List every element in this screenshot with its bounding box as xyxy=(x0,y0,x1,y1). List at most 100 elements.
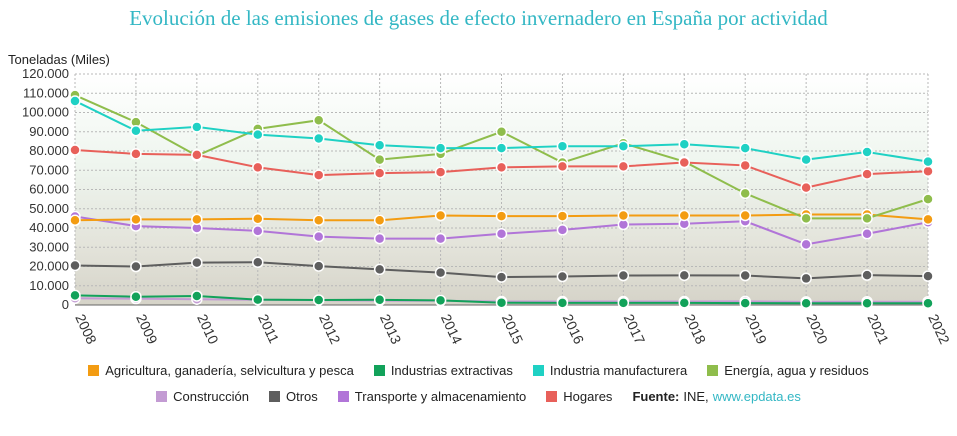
series-hogares xyxy=(69,144,934,194)
data-point xyxy=(312,169,325,181)
data-point xyxy=(434,294,447,307)
data-point xyxy=(191,213,203,226)
series-agricultura-ganader-a-selvicultura-y-pesca xyxy=(69,208,934,227)
legend-item[interactable]: Construcción xyxy=(156,389,249,404)
data-point xyxy=(434,142,447,154)
data-point xyxy=(861,168,873,180)
data-point xyxy=(373,232,386,245)
legend-swatch xyxy=(546,391,558,402)
data-point xyxy=(495,228,508,240)
legend-item[interactable]: Transporte y almacenamiento xyxy=(337,389,527,404)
y-tick-label: 10.000 xyxy=(29,278,69,293)
legend-swatch xyxy=(269,391,280,402)
data-point xyxy=(617,269,630,282)
legend-item[interactable]: Hogares xyxy=(546,389,612,404)
data-point xyxy=(252,128,264,141)
data-point xyxy=(191,290,203,302)
legend-label: Transporte y almacenamiento xyxy=(354,389,527,404)
data-point xyxy=(922,297,934,310)
data-point xyxy=(312,294,325,306)
data-point xyxy=(312,230,325,243)
data-point xyxy=(739,209,751,222)
chart-title: Evolución de las emisiones de gases de e… xyxy=(129,6,828,30)
data-point xyxy=(739,187,751,200)
data-point xyxy=(69,95,81,107)
legend-item[interactable]: Industrias extractivas xyxy=(373,363,513,378)
x-tick-label: 2009 xyxy=(133,312,161,347)
data-point xyxy=(678,297,691,309)
legend-swatch xyxy=(156,391,168,402)
data-point xyxy=(252,225,264,237)
data-point xyxy=(373,214,386,227)
data-point xyxy=(373,139,386,151)
data-point xyxy=(861,146,873,158)
data-point xyxy=(252,293,264,306)
data-point xyxy=(922,213,934,226)
data-point xyxy=(678,156,691,169)
legend-item[interactable]: Agricultura, ganadería, selvicultura y p… xyxy=(88,363,354,378)
data-point xyxy=(312,214,325,227)
data-point xyxy=(861,269,873,281)
legend-label: Energía, agua y residuos xyxy=(724,363,869,378)
data-point xyxy=(800,153,812,166)
data-point xyxy=(556,297,569,309)
x-tick-label: 2022 xyxy=(925,312,953,347)
data-point xyxy=(434,266,447,279)
data-point xyxy=(617,297,630,309)
line-chart: 0 10.000 20.000 30.000 40.000 50.000 60.000 70.… xyxy=(22,66,953,347)
data-point xyxy=(130,213,142,226)
data-point xyxy=(130,290,142,303)
legend-item[interactable]: Industria manufacturera xyxy=(532,363,687,378)
data-point xyxy=(191,121,203,133)
data-point xyxy=(800,238,812,251)
data-point xyxy=(312,132,325,145)
data-point xyxy=(739,142,751,154)
y-tick-label: 40.000 xyxy=(29,220,69,235)
data-point xyxy=(434,209,447,222)
legend-item[interactable]: Otros xyxy=(269,389,318,404)
x-tick-label: 2014 xyxy=(438,312,466,347)
data-point xyxy=(739,269,751,282)
y-axis: 0 10.000 20.000 30.000 40.000 50.000 60.000 70.… xyxy=(22,66,69,312)
data-point xyxy=(495,126,508,138)
data-point xyxy=(617,209,630,222)
data-point xyxy=(861,212,873,225)
data-point xyxy=(800,212,812,225)
x-tick-label: 2010 xyxy=(194,312,222,347)
y-tick-label: 30.000 xyxy=(29,239,69,254)
data-point xyxy=(678,138,691,151)
x-tick-label: 2012 xyxy=(316,312,344,347)
data-point xyxy=(69,214,81,227)
data-point xyxy=(434,232,447,245)
x-tick-label: 2011 xyxy=(255,312,282,346)
data-point xyxy=(130,125,142,137)
source-note: Fuente: INE, www.epdata.es xyxy=(632,389,800,404)
series-transporte-y-almacenamiento xyxy=(69,210,934,251)
data-point xyxy=(617,140,630,152)
legend-swatch xyxy=(337,391,349,402)
data-point xyxy=(69,259,81,272)
source-value: INE, xyxy=(683,389,709,404)
data-point xyxy=(617,160,630,173)
y-axis-label: Toneladas (Miles) xyxy=(8,52,110,67)
data-point xyxy=(800,181,812,194)
data-point xyxy=(130,260,142,273)
legend-swatch xyxy=(532,365,544,376)
x-tick-label: 2013 xyxy=(377,312,405,347)
y-tick-label: 0 xyxy=(62,297,69,312)
source-link[interactable]: www.epdata.es xyxy=(712,389,801,404)
data-point xyxy=(922,155,934,168)
legend-item[interactable]: Energía, agua y residuos xyxy=(707,363,869,378)
x-tick-label: 2019 xyxy=(742,312,770,347)
data-point xyxy=(556,160,569,173)
legend-swatch xyxy=(88,365,100,376)
legend-swatch xyxy=(707,365,719,376)
series-industria-manufacturera xyxy=(69,95,934,168)
legend-label: Construcción xyxy=(173,389,249,404)
source-label: Fuente: xyxy=(632,389,680,404)
series-otros xyxy=(69,256,934,285)
data-point xyxy=(373,167,386,179)
data-point xyxy=(922,165,934,177)
data-point xyxy=(556,210,569,222)
data-point xyxy=(861,228,873,240)
